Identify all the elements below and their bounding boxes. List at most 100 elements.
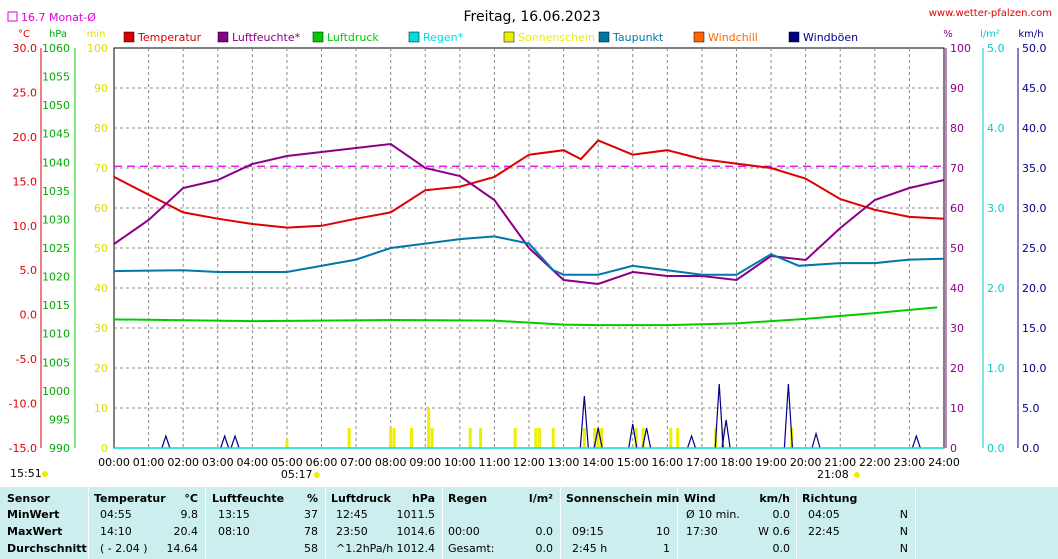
sunshine-bar [430,428,434,448]
gust-spike [593,427,603,449]
column-separator [915,487,916,559]
temp-tick-label: 15.0 [13,175,38,188]
pressure-unit: hPa [49,29,67,40]
gust-spike [641,427,652,449]
sun-tick-label: 50 [94,242,108,255]
sun-tick-label: 0 [101,442,108,455]
temp-time: 04:55 [100,508,132,521]
sunshine-bar [669,428,673,448]
header-hum-unit: % [306,492,318,505]
sunshine-bar [634,428,638,448]
gust-spike [911,434,921,449]
rain-time: 00:00 [448,525,480,538]
sunshine-bar [479,428,483,448]
x-tick-label: 19:00 [755,456,787,469]
wind-value: 0.0 [772,508,791,521]
sunshine-bar [513,428,517,448]
header-rain: Regen [448,492,488,505]
pressure-tick-label: 1030 [42,213,70,226]
header-rain-unit: l/m² [528,492,553,505]
rain-time: Gesamt: [448,542,495,555]
sun-tick-label: 10 [94,402,108,415]
x-tick-label: 03:00 [202,456,234,469]
gust-spike [686,434,697,449]
pressure-tick-label: 1040 [42,156,70,169]
wind-tick-label: 30.0 [1022,202,1047,215]
pressure-tick-label: 1035 [42,185,70,198]
wind-tick-label: 25.0 [1022,242,1047,255]
rain-tick-label: 0.0 [987,442,1005,455]
gust-spike [579,395,589,449]
wind-tick-label: 10.0 [1022,362,1047,375]
humidity-tick-label: 80 [950,122,964,135]
row-label: MinWert [7,508,60,521]
gust-spike [721,419,731,449]
pressure-tick-label: 995 [49,413,70,426]
temp-time: 14:10 [100,525,132,538]
sunshine-bar [537,428,541,448]
x-tick-label: 24:00 [928,456,960,469]
rain-tick-label: 2.0 [987,282,1005,295]
x-tick-label: 06:00 [306,456,338,469]
sunshine-bar [593,428,597,448]
current-time: 15:51 [10,467,42,480]
legend-label: Sonnenschein [518,31,595,44]
x-tick-label: 00:00 [98,456,130,469]
x-tick-label: 09:00 [409,456,441,469]
legend-label: Temperatur [137,31,202,44]
temp-tick-label: 5.0 [20,264,38,277]
x-tick-label: 15:00 [617,456,649,469]
sun-tick-label: 20 [94,362,108,375]
sunshine-bar [285,440,289,448]
pressure-tick-label: 1055 [42,71,70,84]
weather-chart: 00:00 01:00 02:00 03:00 04:00 05:00 06:00 07:00… [7,8,1052,481]
sunshine-bar [676,428,680,448]
wind-time: 17:30 [686,525,718,538]
sun-unit: min [87,29,106,40]
x-tick-label: 16:00 [651,456,683,469]
sunshine-bar [409,428,413,448]
legend-label: Taupunkt [612,31,664,44]
header-hum: Luftfeuchte [212,492,285,505]
wind-value: 0.0 [772,542,791,555]
temp-unit: °C [18,29,30,40]
rain-unit: l/m² [980,29,1000,40]
pressure-tick-label: 1050 [42,99,70,112]
x-tick-label: 21:00 [824,456,856,469]
series-line [113,235,945,276]
sunshine-bar [551,428,555,448]
press-time: ^1.2hPa/h [336,542,394,555]
temp-tick-label: -5.0 [16,353,37,366]
header-press: Luftdruck [331,492,391,505]
temp-value: 20.4 [173,525,199,538]
wind-time: Ø 10 min. [686,508,740,521]
legend-swatch [598,31,610,43]
header-press-unit: hPa [411,492,435,505]
temp-tick-label: 0.0 [20,309,38,322]
x-tick-label: 13:00 [548,456,580,469]
sunshine-bar [389,428,393,448]
sun-tick-label: 90 [94,82,108,95]
x-tick-label: 05:00 [271,456,303,469]
hum-value: 37 [304,508,318,521]
wind-tick-label: 5.0 [1022,402,1040,415]
wind-tick-label: 40.0 [1022,122,1047,135]
humidity-tick-label: 20 [950,362,964,375]
dir-time: 04:05 [808,508,840,521]
sun-tick-label: 30 [94,322,108,335]
pressure-tick-label: 990 [49,442,70,455]
row-label: MaxWert [7,525,63,538]
legend-swatch [123,31,135,43]
hum-time: 08:10 [218,525,250,538]
humidity-tick-label: 60 [950,202,964,215]
site-link: www.wetter-pfalzen.com [929,8,1052,19]
sun-time: 09:15 [572,525,604,538]
current-time-icon [42,471,48,477]
hum-value: 78 [304,525,318,538]
legend-label: Windböen [803,31,858,44]
series-line [113,142,945,286]
x-tick-label: 14:00 [582,456,614,469]
pressure-tick-label: 1015 [42,299,70,312]
sunset-icon [853,472,860,478]
sunshine-bar [347,428,351,448]
